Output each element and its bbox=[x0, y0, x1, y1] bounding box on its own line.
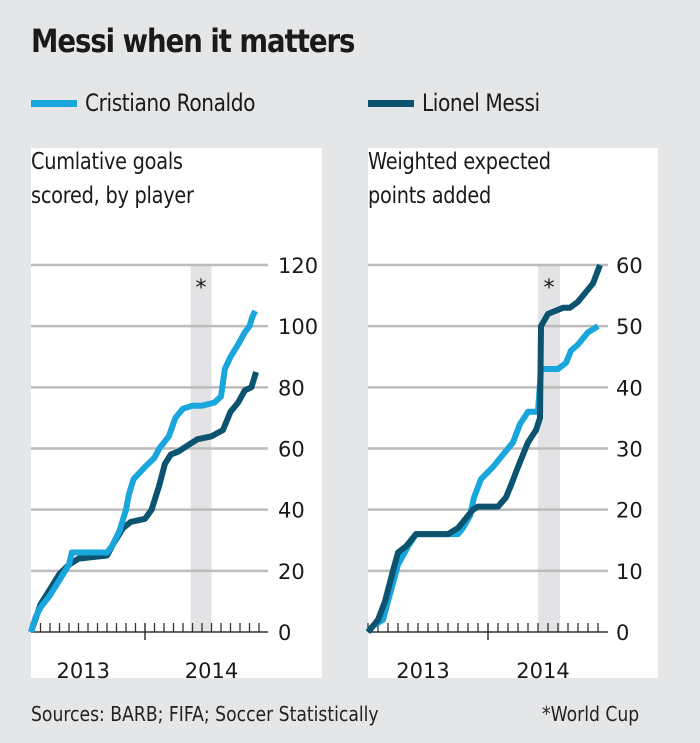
points-ytick-label: 50 bbox=[616, 315, 643, 339]
goals-line-ronaldo bbox=[28, 309, 258, 633]
points-ytick-label: 40 bbox=[616, 376, 643, 400]
goals-ytick-label: 100 bbox=[278, 315, 318, 339]
sources-note: Sources: BARB; FIFA; Soccer Statisticall… bbox=[31, 702, 379, 726]
goals-ytick-label: 20 bbox=[278, 560, 305, 584]
points-xtick-label: 2013 bbox=[396, 659, 449, 683]
points-ytick-label: 20 bbox=[616, 499, 643, 523]
points-ytick-label: 30 bbox=[616, 438, 643, 462]
legend-item-ronaldo: Cristiano Ronaldo bbox=[31, 88, 287, 118]
legend-item-messi: Lionel Messi bbox=[368, 88, 562, 118]
legend-label-ronaldo: Cristiano Ronaldo bbox=[85, 89, 256, 117]
points-panel bbox=[368, 148, 658, 678]
legend-label-messi: Lionel Messi bbox=[422, 89, 540, 117]
points-line-messi bbox=[365, 263, 603, 634]
points-chart-subtitle-line2: points added bbox=[368, 183, 491, 209]
points-ytick-label: 60 bbox=[616, 254, 643, 278]
points-ytick-label: 10 bbox=[616, 560, 643, 584]
goals-xtick-label: 2014 bbox=[185, 659, 238, 683]
legend-swatch-messi bbox=[368, 99, 414, 107]
points-line-ronaldo bbox=[365, 323, 600, 634]
world-cup-footnote: *World Cup bbox=[542, 702, 640, 726]
goals-line-messi bbox=[28, 371, 259, 633]
chart-title: Messi when it matters bbox=[31, 22, 355, 60]
goals-chart-subtitle-line1: Cumlative goals bbox=[31, 149, 183, 175]
points-xtick-label: 2014 bbox=[516, 659, 569, 683]
goals-xtick-label: 2013 bbox=[57, 659, 110, 683]
goals-ytick-label: 80 bbox=[278, 376, 305, 400]
goals-ytick-label: 120 bbox=[278, 254, 318, 278]
points-ytick-label: 0 bbox=[616, 621, 629, 645]
goals-world-cup-marker: * bbox=[196, 276, 207, 301]
goals-ytick-label: 0 bbox=[278, 621, 291, 645]
goals-chart-subtitle-line2: scored, by player bbox=[31, 183, 194, 209]
points-chart-subtitle-line1: Weighted expected bbox=[368, 149, 551, 175]
legend-swatch-ronaldo bbox=[31, 99, 77, 107]
goals-ytick-label: 40 bbox=[278, 499, 305, 523]
goals-ytick-label: 60 bbox=[278, 438, 305, 462]
points-world-cup-marker: * bbox=[544, 276, 555, 301]
